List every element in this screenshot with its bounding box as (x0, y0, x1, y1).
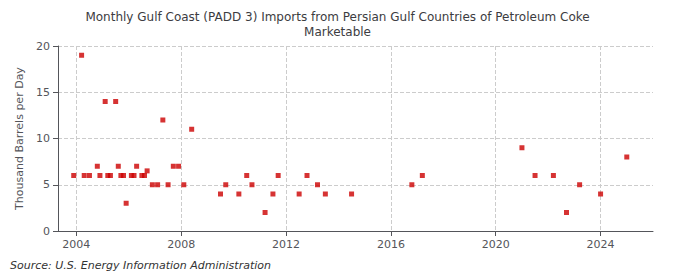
svg-text:2012: 2012 (272, 238, 300, 251)
svg-text:15: 15 (36, 86, 50, 99)
svg-text:2024: 2024 (587, 238, 615, 251)
svg-text:2020: 2020 (482, 238, 510, 251)
svg-text:2008: 2008 (167, 238, 195, 251)
svg-text:Thousand Barrels per Day: Thousand Barrels per Day (13, 67, 26, 211)
svg-text:Source: U.S. Energy Informatio: Source: U.S. Energy Information Administ… (10, 259, 271, 272)
svg-text:Marketable: Marketable (304, 25, 371, 39)
svg-text:20: 20 (36, 40, 50, 53)
svg-text:2016: 2016 (377, 238, 405, 251)
svg-text:5: 5 (43, 178, 50, 191)
svg-text:0: 0 (43, 225, 50, 238)
svg-text:Monthly Gulf Coast (PADD 3) Im: Monthly Gulf Coast (PADD 3) Imports from… (85, 10, 589, 24)
svg-text:10: 10 (36, 132, 50, 145)
svg-text:2004: 2004 (62, 238, 90, 251)
